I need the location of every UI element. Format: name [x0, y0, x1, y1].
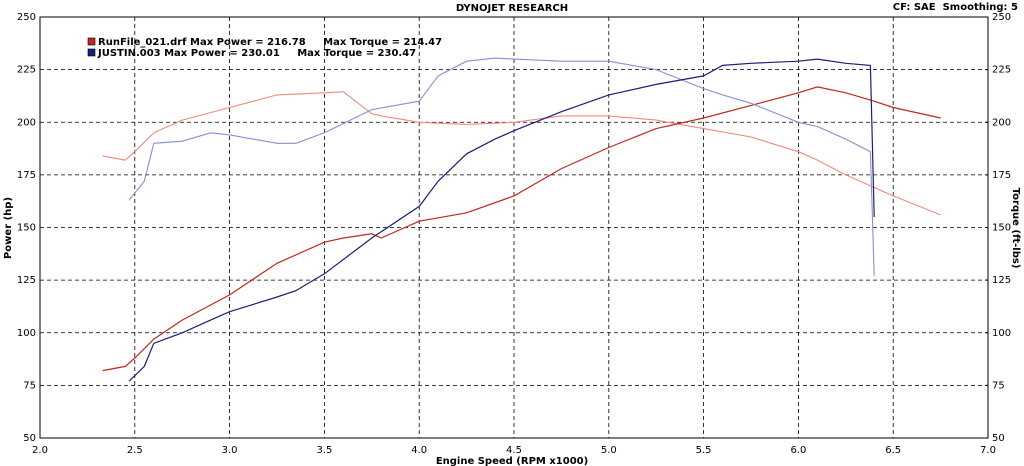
y2-tick-label: 150 — [992, 223, 1011, 234]
y2-tick-label: 225 — [992, 65, 1011, 76]
y-tick-label: 75 — [23, 380, 36, 391]
y2-tick-label: 250 — [992, 12, 1011, 23]
y-tick-label: 200 — [17, 117, 36, 128]
legend-label: RunFile_021.drf Max Power = 216.78 Max T… — [98, 37, 442, 48]
power-line — [128, 58, 875, 382]
legend-swatch — [87, 48, 96, 57]
y2-tick-label: 100 — [992, 328, 1011, 339]
torque-line — [102, 91, 941, 216]
y-axis-label: Power (hp) — [3, 197, 14, 259]
x-axis-label: Engine Speed (RPM x1000) — [436, 456, 588, 466]
plot-border — [39, 16, 989, 439]
power-line — [102, 86, 941, 372]
y2-tick-label: 200 — [992, 117, 1011, 128]
y2-tick-label: 75 — [992, 380, 1005, 391]
grid — [40, 16, 988, 439]
y2-tick-label: 50 — [992, 433, 1005, 444]
y-tick-label: 50 — [23, 433, 36, 444]
legend-label: JUSTIN.003 Max Power = 230.01 Max Torque… — [97, 48, 416, 59]
x-tick-label: 4.0 — [411, 445, 427, 456]
y-tick-label: 100 — [17, 328, 36, 339]
chart-title: DYNOJET RESEARCH — [456, 3, 568, 14]
y2-axis-label: Torque (ft-lbs) — [1010, 188, 1021, 269]
plot-lines — [102, 57, 941, 382]
x-tick-label: 4.5 — [506, 445, 522, 456]
subtitle: CF: SAE Smoothing: 5 — [893, 2, 1018, 13]
legend: RunFile_021.drf Max Power = 216.78 Max T… — [87, 37, 442, 59]
x-tick-label: 3.5 — [316, 445, 332, 456]
legend-swatch — [87, 37, 96, 46]
x-tick-label: 2.5 — [127, 445, 143, 456]
y2-tick-label: 175 — [992, 170, 1011, 181]
x-tick-label: 6.5 — [885, 445, 901, 456]
y2-tick-label: 125 — [992, 275, 1011, 286]
y-tick-label: 125 — [17, 275, 36, 286]
torque-line — [128, 57, 875, 276]
x-tick-label: 7.0 — [980, 445, 996, 456]
y-tick-label: 150 — [17, 223, 36, 234]
x-tick-label: 5.0 — [601, 445, 617, 456]
x-tick-label: 2.0 — [32, 445, 48, 456]
x-tick-label: 5.5 — [696, 445, 712, 456]
y-tick-label: 225 — [17, 65, 36, 76]
x-tick-label: 3.0 — [222, 445, 238, 456]
x-tick-label: 6.0 — [790, 445, 806, 456]
y-tick-label: 175 — [17, 170, 36, 181]
y-tick-label: 250 — [17, 12, 36, 23]
